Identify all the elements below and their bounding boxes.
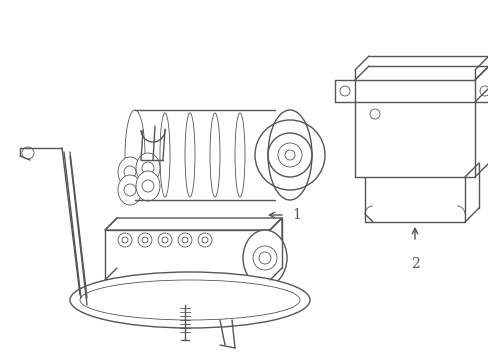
Ellipse shape bbox=[243, 230, 286, 286]
Text: 1: 1 bbox=[291, 208, 300, 222]
Polygon shape bbox=[105, 230, 269, 280]
Polygon shape bbox=[105, 280, 184, 305]
Circle shape bbox=[118, 233, 132, 247]
Circle shape bbox=[252, 246, 276, 270]
Ellipse shape bbox=[70, 272, 309, 328]
Polygon shape bbox=[105, 218, 282, 230]
Ellipse shape bbox=[267, 110, 311, 200]
Circle shape bbox=[198, 233, 212, 247]
Circle shape bbox=[158, 233, 172, 247]
Ellipse shape bbox=[118, 175, 142, 205]
Ellipse shape bbox=[118, 157, 142, 187]
Circle shape bbox=[138, 233, 152, 247]
Ellipse shape bbox=[136, 153, 160, 183]
Circle shape bbox=[178, 233, 192, 247]
Text: 2: 2 bbox=[410, 257, 419, 271]
Ellipse shape bbox=[136, 171, 160, 201]
Polygon shape bbox=[269, 218, 282, 280]
